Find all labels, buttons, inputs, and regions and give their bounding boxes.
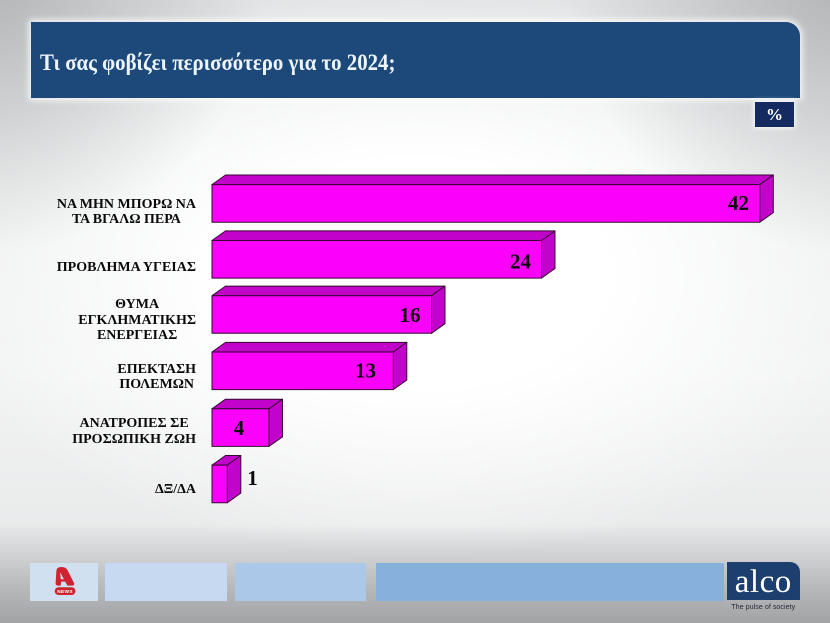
svg-text:NEWS: NEWS bbox=[57, 589, 73, 595]
svg-text:16: 16 bbox=[400, 303, 421, 327]
svg-text:24: 24 bbox=[510, 250, 532, 274]
svg-text:1: 1 bbox=[247, 466, 257, 490]
svg-text:42: 42 bbox=[728, 191, 749, 215]
svg-text:13: 13 bbox=[355, 358, 376, 382]
svg-text:4: 4 bbox=[234, 416, 245, 440]
